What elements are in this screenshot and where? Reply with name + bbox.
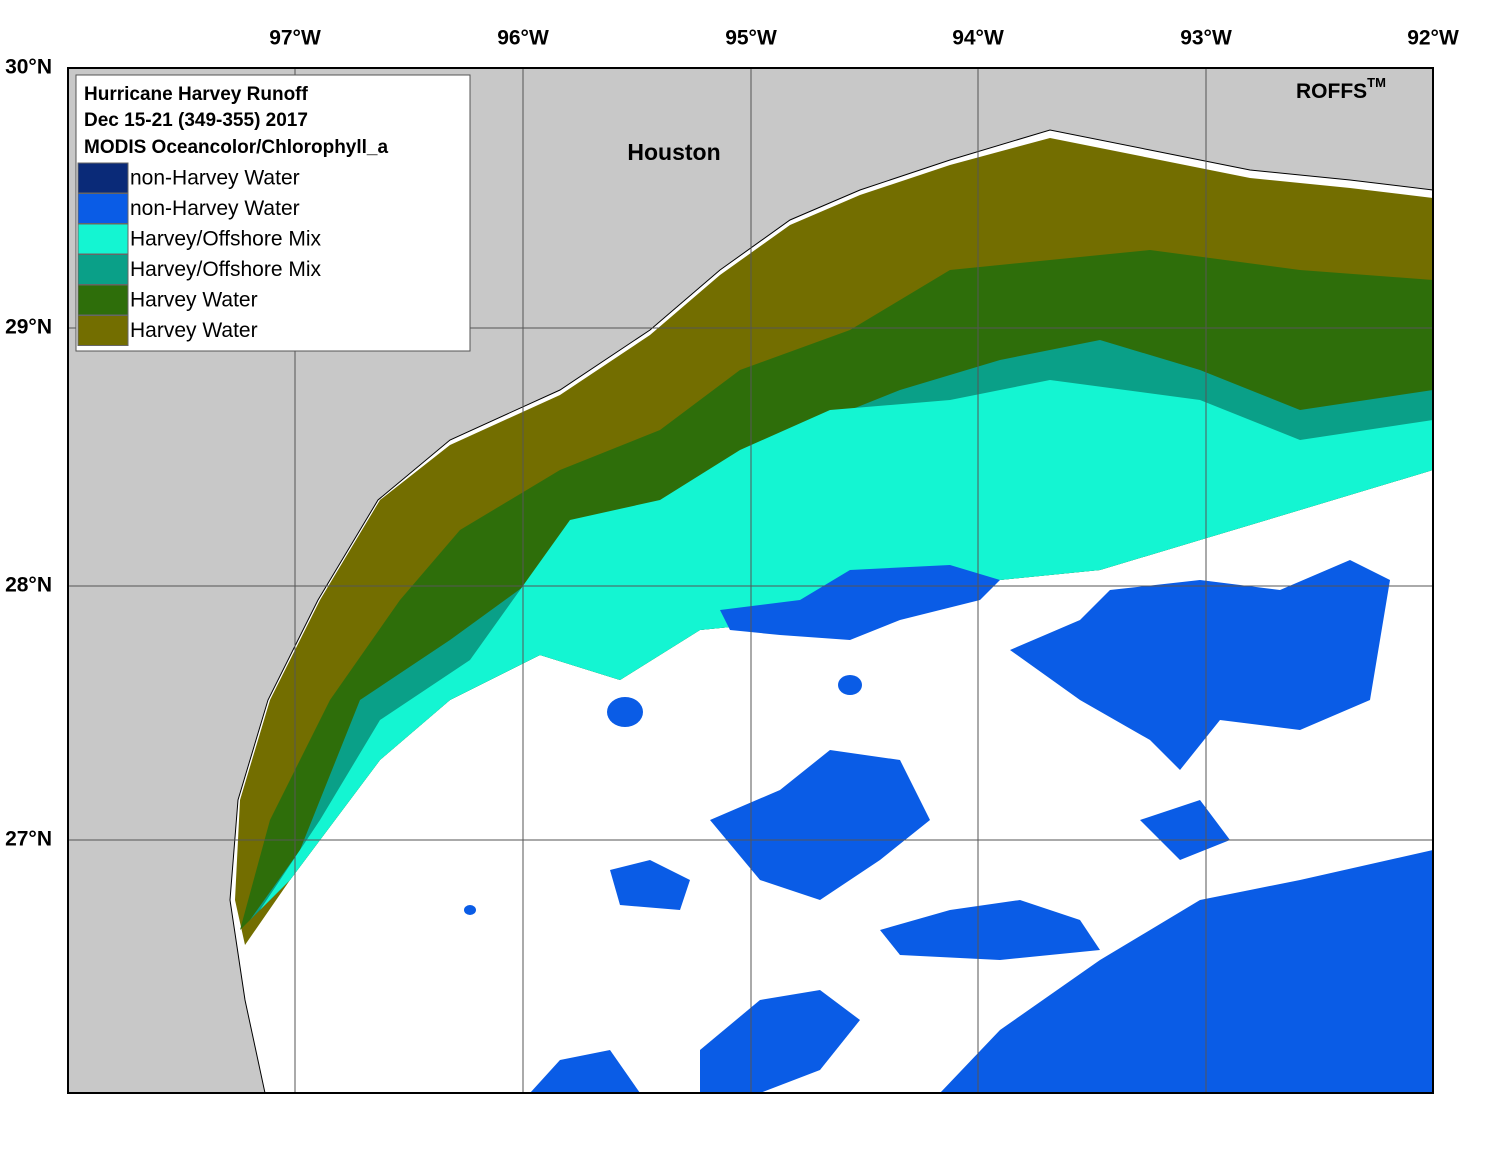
brand-mark: TM (1367, 75, 1386, 90)
frame (67, 67, 1434, 1094)
legend-title: Dec 15-21 (349-355) 2017 (84, 110, 308, 131)
lon-label: 94°W (952, 27, 1004, 50)
legend-swatch (77, 162, 129, 194)
legend-swatch (77, 223, 129, 255)
lon-label: 95°W (725, 27, 777, 50)
legend-label: non-Harvey Water (130, 197, 300, 220)
legend: Hurricane Harvey Runoff Dec 15-21 (349-3… (75, 74, 471, 352)
legend-label: Harvey Water (130, 289, 258, 312)
lon-label: 97°W (269, 27, 321, 50)
lon-label: 96°W (497, 27, 549, 50)
lon-label: 92°W (1407, 27, 1459, 50)
mix-cyan (260, 380, 1433, 910)
legend-title: MODIS Oceancolor/Chlorophyll_a (84, 137, 388, 158)
place-label: Houston (627, 139, 720, 165)
legend-swatch (77, 254, 129, 285)
legend-label: Harvey Water (130, 319, 258, 342)
legend-swatch (77, 284, 129, 316)
brand: ROFFSTM (1296, 75, 1386, 102)
lat-label: 27°N (5, 828, 52, 851)
brand-name: ROFFS (1296, 80, 1367, 103)
legend-title: Hurricane Harvey Runoff (84, 84, 309, 105)
legend-swatch (77, 193, 129, 224)
legend-label: non-Harvey Water (130, 167, 300, 190)
legend-label: Harvey/Offshore Mix (130, 228, 321, 251)
lat-label: 30°N (5, 56, 52, 79)
lat-label: 28°N (5, 574, 52, 597)
legend-label: Harvey/Offshore Mix (130, 258, 321, 281)
map-body (68, 68, 1433, 1093)
legend-box (75, 74, 471, 352)
lon-label: 93°W (1180, 27, 1232, 50)
legend-swatch (77, 315, 129, 346)
lat-label: 29°N (5, 316, 52, 339)
blue-patches (464, 560, 1433, 1093)
